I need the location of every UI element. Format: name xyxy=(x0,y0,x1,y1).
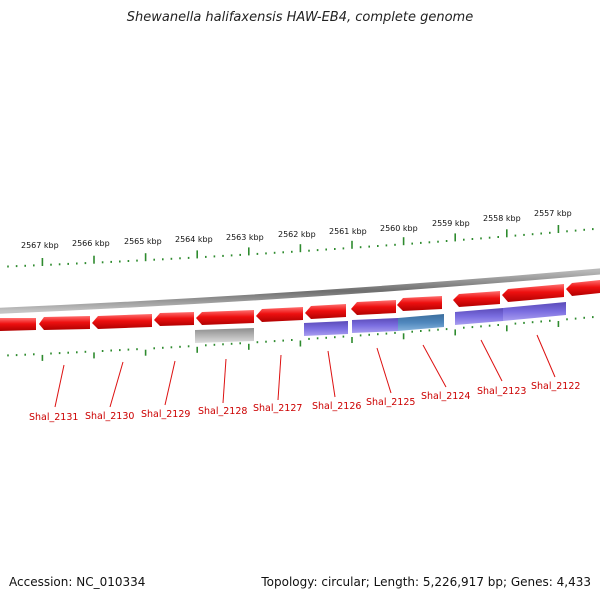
gene-label[interactable]: Shal_2122 xyxy=(531,381,580,392)
gene-box-blue[interactable] xyxy=(398,314,444,331)
kbp-label: 2565 kbp xyxy=(124,237,162,246)
gene-box-gray[interactable] xyxy=(195,328,254,343)
gene-arrow-forward[interactable] xyxy=(256,307,303,322)
leader-line xyxy=(109,361,124,408)
gene-label-leaders xyxy=(54,334,556,408)
gene-label[interactable]: Shal_2126 xyxy=(312,401,361,412)
gene-arrow-forward[interactable] xyxy=(502,284,564,302)
gene-arrow-forward[interactable] xyxy=(453,291,500,307)
lower-ruler xyxy=(7,316,594,361)
kbp-label: 2562 kbp xyxy=(278,230,316,239)
gene-arrow-forward[interactable] xyxy=(39,316,90,330)
leader-line xyxy=(536,334,556,378)
gene-label[interactable]: Shal_2127 xyxy=(253,403,302,414)
forward-genes xyxy=(0,280,600,331)
kbp-label: 2558 kbp xyxy=(483,214,521,223)
leader-line xyxy=(222,358,227,404)
gene-box-purple[interactable] xyxy=(304,321,348,336)
gene-label[interactable]: Shal_2125 xyxy=(366,397,415,408)
gene-arrow-forward[interactable] xyxy=(92,314,152,329)
reverse-genes xyxy=(195,302,566,343)
gene-arrow-forward[interactable] xyxy=(0,318,36,331)
gene-label[interactable]: Shal_2124 xyxy=(421,391,470,402)
gene-arrow-forward[interactable] xyxy=(305,304,346,319)
kbp-label: 2567 kbp xyxy=(21,241,59,250)
gene-box-purple[interactable] xyxy=(455,308,503,325)
leader-line xyxy=(327,350,336,398)
gene-label[interactable]: Shal_2131 xyxy=(29,412,78,423)
genome-title: Shewanella halifaxensis HAW-EB4, complet… xyxy=(126,10,474,25)
kbp-label: 2560 kbp xyxy=(380,224,418,233)
gene-arrow-forward[interactable] xyxy=(397,296,442,311)
leader-line xyxy=(164,360,176,406)
gene-box-purple[interactable] xyxy=(503,302,566,321)
gene-arrow-forward[interactable] xyxy=(566,280,600,296)
leader-line xyxy=(480,339,503,382)
kbp-label: 2564 kbp xyxy=(175,235,213,244)
leader-line xyxy=(422,344,447,388)
gene-label[interactable]: Shal_2129 xyxy=(141,409,190,420)
genome-backbone xyxy=(0,268,600,314)
gene-arrow-forward[interactable] xyxy=(154,312,194,326)
gene-box-purple[interactable] xyxy=(352,318,398,333)
leader-line xyxy=(54,364,65,408)
gene-arrow-forward[interactable] xyxy=(351,300,396,315)
gene-label[interactable]: Shal_2123 xyxy=(477,386,526,397)
gene-label[interactable]: Shal_2130 xyxy=(85,411,134,422)
kbp-label: 2561 kbp xyxy=(329,227,367,236)
upper-ruler xyxy=(7,225,594,268)
gene-arrow-forward[interactable] xyxy=(196,310,254,325)
kbp-label: 2563 kbp xyxy=(226,233,264,242)
kbp-label: 2566 kbp xyxy=(72,239,110,248)
accession-text: Accession: NC_010334 xyxy=(9,575,146,589)
leader-line xyxy=(376,347,392,394)
kbp-label: 2559 kbp xyxy=(432,219,470,228)
leader-line xyxy=(277,354,282,401)
gene-label[interactable]: Shal_2128 xyxy=(198,406,247,417)
kbp-label: 2557 kbp xyxy=(534,209,572,218)
genome-summary-text: Topology: circular; Length: 5,226,917 bp… xyxy=(261,575,591,589)
